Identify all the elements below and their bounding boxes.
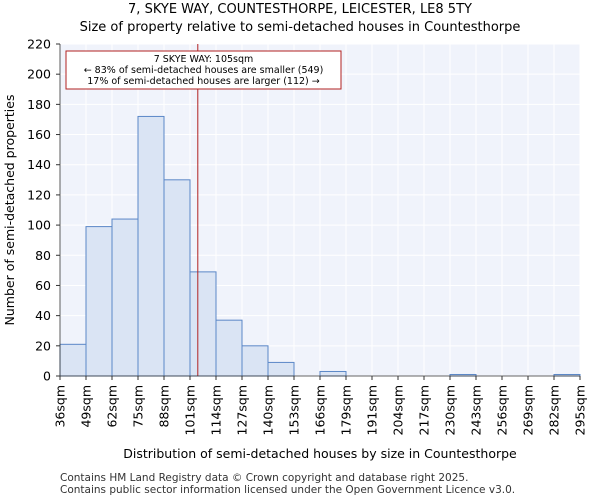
x-tick-label: 282sqm	[547, 385, 562, 435]
x-tick-label: 101sqm	[183, 385, 198, 435]
x-tick-label: 140sqm	[261, 385, 276, 435]
y-tick-label: 20	[35, 338, 51, 353]
x-tick-label: 88sqm	[157, 385, 172, 428]
x-tick-label: 269sqm	[521, 385, 536, 435]
x-tick-label: 295sqm	[573, 385, 588, 435]
x-tick-label: 204sqm	[391, 385, 406, 435]
x-tick-label: 179sqm	[339, 385, 354, 435]
annotation-line-1: 7 SKYE WAY: 105sqm	[154, 54, 254, 65]
y-tick-label: 60	[35, 278, 51, 293]
annotation-box: 7 SKYE WAY: 105sqm ← 83% of semi-detache…	[65, 50, 342, 90]
x-tick-label: 217sqm	[417, 385, 432, 435]
histogram-bar	[85, 226, 113, 377]
x-tick-label: 75sqm	[131, 385, 146, 428]
x-tick-label: 256sqm	[495, 385, 510, 435]
histogram-bar	[137, 115, 165, 377]
x-tick-label: 243sqm	[469, 385, 484, 435]
x-axis-ticks: 36sqm 49sqm 62sqm 75sqm 88sqm 101sqm 114sqm 127…	[53, 375, 588, 435]
x-axis-label: Distribution of semi-detached houses by …	[123, 446, 517, 461]
y-tick-label: 220	[27, 37, 51, 52]
footer-copyright: Contains HM Land Registry data © Crown c…	[60, 472, 469, 484]
footer-licence: Contains public sector information licen…	[60, 484, 516, 496]
histogram-bar	[267, 361, 295, 377]
x-tick-label: 230sqm	[443, 385, 458, 435]
y-tick-label: 180	[27, 97, 51, 112]
x-tick-label: 166sqm	[313, 385, 328, 435]
x-tick-label: 153sqm	[287, 385, 302, 435]
annotation-line-2: ← 83% of semi-detached houses are smalle…	[84, 65, 324, 76]
histogram-bar	[59, 343, 87, 377]
x-tick-label: 191sqm	[365, 385, 380, 435]
x-tick-label: 127sqm	[235, 385, 250, 435]
annotation-frame	[65, 50, 342, 90]
y-tick-label: 40	[35, 308, 51, 323]
histogram-bar	[111, 218, 139, 377]
y-tick-label: 200	[27, 67, 51, 82]
chart-subtitle: Size of property relative to semi-detach…	[79, 20, 521, 35]
annotation-line-3: 17% of semi-detached houses are larger (…	[87, 76, 320, 87]
y-tick-label: 160	[27, 127, 51, 142]
y-tick-label: 100	[27, 218, 51, 233]
x-tick-label: 36sqm	[53, 385, 68, 428]
y-tick-label: 140	[27, 157, 51, 172]
y-axis-label: Number of semi-detached properties	[2, 95, 17, 326]
histogram-bar	[241, 345, 269, 377]
histogram-bar	[189, 271, 217, 377]
histogram-bar	[215, 319, 243, 377]
x-tick-label: 49sqm	[79, 385, 94, 428]
histogram-bar	[163, 179, 191, 377]
y-axis-ticks: 0 20 40 60 80 100 120 140 160 180 200 220	[27, 37, 61, 384]
y-tick-label: 80	[35, 248, 51, 263]
chart-title: 7, SKYE WAY, COUNTESTHORPE, LEICESTER, L…	[128, 2, 472, 17]
histogram-bar	[319, 370, 347, 377]
x-tick-label: 62sqm	[105, 385, 120, 428]
y-tick-label: 120	[27, 187, 51, 202]
y-tick-label: 0	[43, 369, 51, 384]
x-tick-label: 114sqm	[209, 385, 224, 435]
bars-group	[59, 115, 581, 377]
